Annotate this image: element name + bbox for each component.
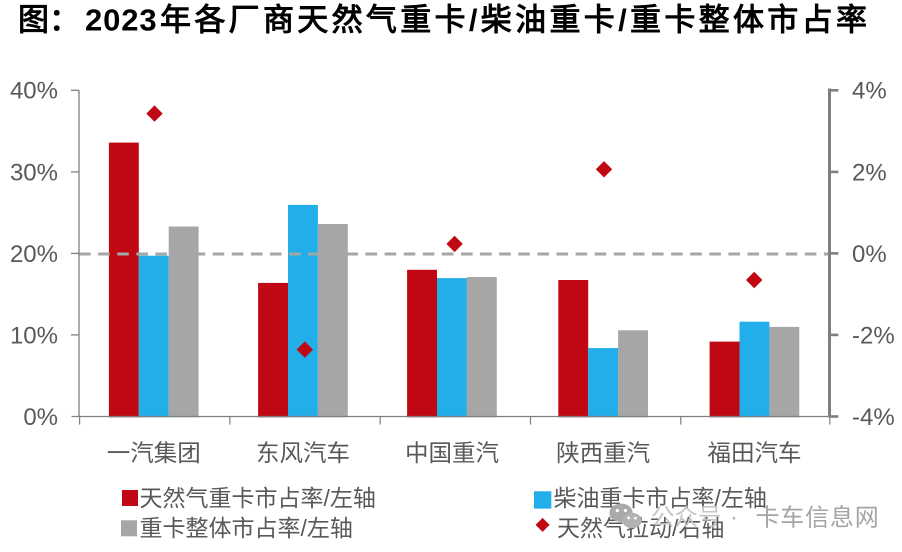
svg-text:·: · <box>730 504 738 531</box>
svg-text:30%: 30% <box>10 159 58 186</box>
svg-text:柴油重卡市占率/左轴: 柴油重卡市占率/左轴 <box>554 485 767 511</box>
svg-text:4%: 4% <box>852 78 887 105</box>
svg-text:中国重汽: 中国重汽 <box>405 440 499 466</box>
svg-text:-2%: -2% <box>852 322 895 349</box>
svg-text:福田汽车: 福田汽车 <box>708 440 802 466</box>
svg-text:东风汽车: 东风汽车 <box>256 440 350 466</box>
svg-text:0%: 0% <box>852 241 887 268</box>
svg-text:天然气重卡市占率/左轴: 天然气重卡市占率/左轴 <box>140 485 376 511</box>
svg-text:10%: 10% <box>10 322 58 349</box>
svg-text:2%: 2% <box>852 159 887 186</box>
svg-text:陕西重汽: 陕西重汽 <box>556 440 650 466</box>
svg-text:公众号: 公众号 <box>651 504 722 530</box>
svg-text:卡车信息网: 卡车信息网 <box>756 505 880 532</box>
svg-text:重卡整体市占率/左轴: 重卡整体市占率/左轴 <box>140 515 353 541</box>
svg-text:一汽集团: 一汽集团 <box>107 440 201 466</box>
svg-text:40%: 40% <box>10 78 58 105</box>
svg-text:0%: 0% <box>23 404 58 431</box>
svg-text:图：2023年各厂商天然气重卡/柴油重卡/重卡整体市占率: 图： 2023年各厂商天然气重卡/柴油重卡/重卡整体市占率 <box>18 3 870 38</box>
svg-text:20%: 20% <box>10 241 58 268</box>
svg-text:-4%: -4% <box>852 404 895 431</box>
